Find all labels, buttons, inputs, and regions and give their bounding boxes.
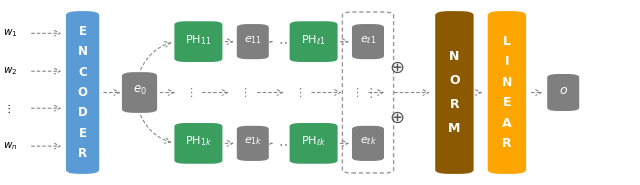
FancyBboxPatch shape: [122, 72, 157, 113]
FancyBboxPatch shape: [352, 126, 384, 161]
FancyBboxPatch shape: [547, 74, 579, 111]
Text: $\oplus$: $\oplus$: [389, 108, 404, 127]
Text: $e_{\ell k}$: $e_{\ell k}$: [360, 136, 376, 147]
FancyBboxPatch shape: [488, 11, 526, 174]
FancyBboxPatch shape: [237, 126, 269, 161]
Text: E: E: [79, 127, 86, 140]
FancyBboxPatch shape: [237, 24, 269, 59]
Text: $w_1$: $w_1$: [3, 27, 18, 39]
Text: $e_{1k}$: $e_{1k}$: [244, 136, 262, 147]
Text: $w_n$: $w_n$: [3, 140, 18, 152]
Text: $\cdots$: $\cdots$: [278, 136, 292, 150]
Text: N: N: [77, 45, 88, 58]
Text: C: C: [78, 66, 87, 79]
FancyBboxPatch shape: [352, 24, 384, 59]
FancyBboxPatch shape: [174, 123, 223, 164]
Text: I: I: [504, 56, 509, 68]
Text: $\mathrm{PH}_{\ell k}$: $\mathrm{PH}_{\ell k}$: [301, 135, 326, 148]
Text: $\mathrm{PH}_{1k}$: $\mathrm{PH}_{1k}$: [185, 135, 212, 148]
Text: $\vdots$: $\vdots$: [239, 86, 247, 99]
Text: $\mathrm{PH}_{\ell 1}$: $\mathrm{PH}_{\ell 1}$: [301, 33, 326, 47]
Text: O: O: [77, 86, 88, 99]
Text: $e_{11}$: $e_{11}$: [244, 34, 262, 46]
Text: $e_{\ell 1}$: $e_{\ell 1}$: [360, 34, 376, 46]
Text: L: L: [503, 35, 511, 48]
Text: $\oplus$: $\oplus$: [389, 58, 404, 77]
Text: A: A: [502, 117, 512, 130]
FancyBboxPatch shape: [174, 21, 223, 62]
Text: $\vdots$: $\vdots$: [294, 86, 301, 99]
Text: $\mathrm{PH}_{11}$: $\mathrm{PH}_{11}$: [185, 33, 212, 47]
Text: R: R: [502, 137, 512, 150]
Text: E: E: [502, 96, 511, 109]
Text: N: N: [502, 76, 512, 89]
FancyBboxPatch shape: [435, 11, 474, 174]
Text: $\cdots$: $\cdots$: [278, 35, 292, 49]
Text: $\vdots$: $\vdots$: [351, 86, 359, 99]
FancyBboxPatch shape: [290, 21, 338, 62]
Text: O: O: [449, 74, 460, 87]
Text: $\vdots$: $\vdots$: [185, 86, 193, 99]
Text: $\vdots$: $\vdots$: [3, 102, 11, 115]
FancyBboxPatch shape: [290, 123, 338, 164]
Text: R: R: [449, 98, 460, 111]
Text: $e_0$: $e_0$: [132, 84, 147, 97]
Text: N: N: [449, 50, 460, 63]
Text: $\vdots$: $\vdots$: [364, 85, 372, 100]
FancyBboxPatch shape: [66, 11, 99, 174]
Text: $o$: $o$: [559, 84, 568, 97]
Text: D: D: [77, 106, 88, 119]
Text: M: M: [448, 122, 461, 135]
Text: E: E: [79, 25, 86, 38]
Text: R: R: [78, 147, 87, 160]
Text: $w_2$: $w_2$: [3, 65, 17, 77]
